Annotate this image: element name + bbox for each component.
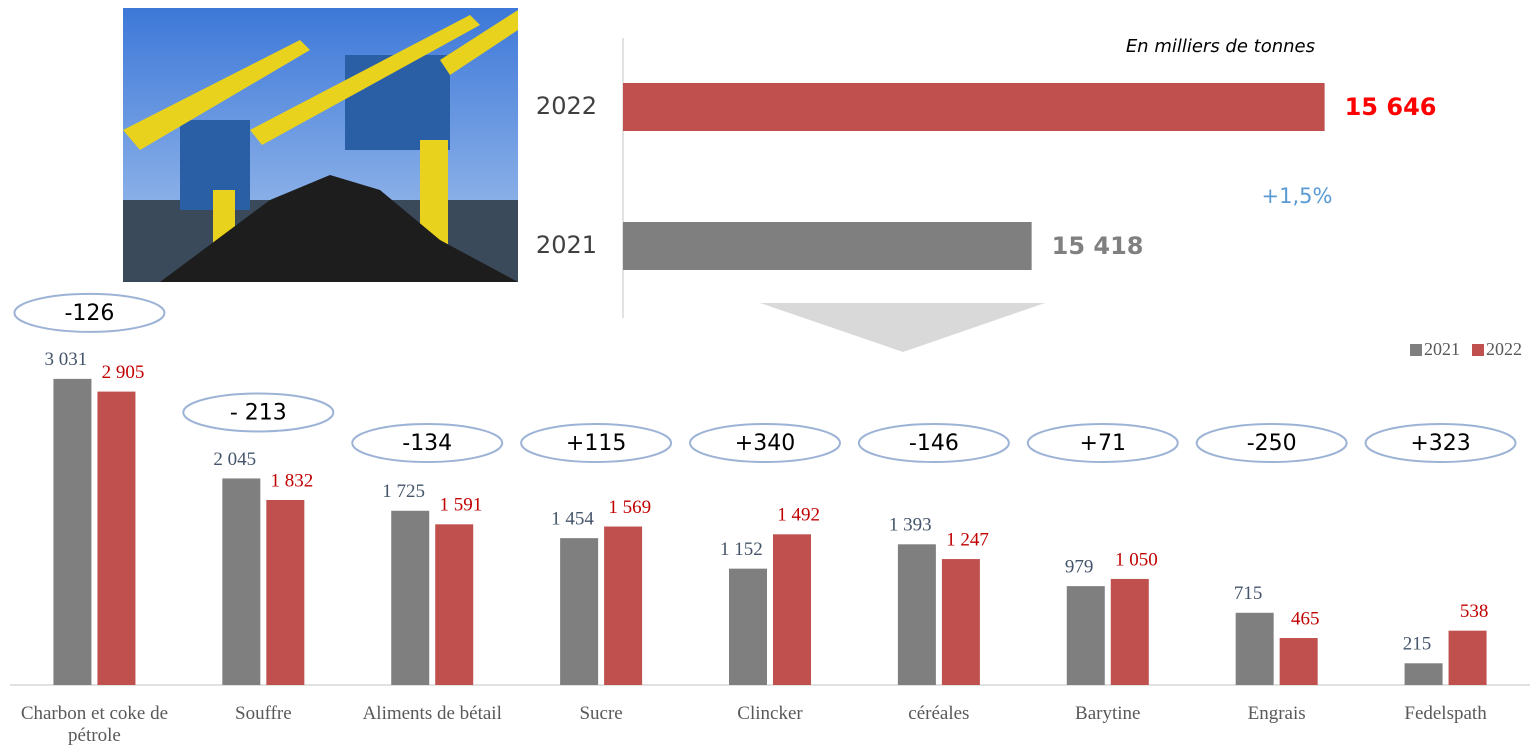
difference-oval — [351, 423, 504, 463]
difference-label: +340 — [735, 431, 795, 456]
bar — [729, 568, 767, 685]
arrow — [760, 303, 1045, 352]
difference-oval — [182, 392, 335, 433]
bar — [1279, 638, 1318, 685]
bar — [623, 222, 1032, 270]
bar — [435, 524, 474, 685]
change-label: +1,5% — [1262, 184, 1333, 208]
value-label: 1 152 — [720, 539, 763, 560]
difference-oval — [1026, 423, 1179, 463]
value-label: 1 393 — [889, 515, 932, 536]
legend-swatch — [1472, 344, 1484, 356]
legend-label: 2022 — [1486, 339, 1522, 359]
bar — [773, 534, 811, 685]
value-label: 215 — [1403, 634, 1432, 655]
legend-label: 2021 — [1424, 339, 1460, 359]
difference-oval — [1364, 423, 1517, 463]
value-label: 715 — [1234, 583, 1263, 604]
difference-oval — [857, 423, 1010, 463]
difference-label: +71 — [1080, 431, 1126, 456]
photo — [123, 8, 518, 282]
x-tick-label: Fedelspath — [1404, 703, 1487, 724]
bar — [266, 499, 305, 685]
bar — [941, 559, 980, 685]
difference-label: +323 — [1410, 431, 1470, 456]
difference-label: -126 — [64, 301, 114, 326]
value-label: 1 492 — [777, 505, 820, 526]
x-tick-label: Charbon et coke de pétrole — [20, 703, 169, 746]
bar — [604, 526, 643, 685]
x-tick-label: Aliments de bétail — [362, 703, 502, 724]
x-tick-label: Souffre — [235, 703, 292, 724]
bar — [97, 391, 136, 685]
value-label: 979 — [1065, 556, 1094, 577]
x-tick-label: Engrais — [1247, 703, 1306, 724]
value-label: 1 569 — [608, 497, 651, 518]
bar — [391, 510, 430, 685]
value-label: 1 591 — [439, 495, 482, 516]
bar — [1066, 586, 1105, 685]
unit-note: En milliers de tonnes — [1126, 36, 1315, 57]
difference-label: -146 — [909, 431, 959, 456]
x-tick-label: Sucre — [579, 703, 623, 724]
difference-label: -134 — [402, 431, 452, 456]
bar — [1404, 663, 1443, 685]
value-label: 1 725 — [382, 481, 425, 502]
value-label: 1 247 — [946, 529, 989, 550]
value-label: 3 031 — [44, 349, 87, 370]
value-label: 1 832 — [271, 470, 314, 491]
bar — [222, 478, 261, 685]
value-label: 2 905 — [102, 362, 145, 383]
difference-oval — [689, 423, 841, 463]
x-tick-label: Clincker — [737, 703, 803, 724]
x-tick-label: Barytine — [1075, 703, 1141, 724]
value-label: 465 — [1291, 608, 1320, 629]
bar — [53, 378, 92, 685]
value-label: 538 — [1460, 601, 1489, 622]
difference-label: +115 — [566, 431, 626, 456]
bar — [897, 544, 936, 685]
bar — [623, 83, 1325, 131]
difference-oval — [520, 423, 673, 463]
legend-swatch — [1410, 344, 1422, 356]
bar — [1110, 578, 1149, 685]
difference-oval — [13, 292, 166, 333]
bar — [1448, 630, 1487, 685]
category-label: 2021 — [536, 231, 597, 259]
value-label: 15 646 — [1345, 93, 1437, 121]
difference-label: - 213 — [230, 400, 287, 425]
value-label: 2 045 — [213, 449, 256, 470]
difference-label: -250 — [1247, 431, 1297, 456]
difference-oval — [1195, 423, 1348, 463]
bar — [560, 538, 599, 685]
value-label: 1 050 — [1115, 549, 1158, 570]
category-label: 2022 — [536, 92, 597, 120]
value-label: 15 418 — [1052, 232, 1144, 260]
value-label: 1 454 — [551, 509, 594, 530]
bar — [1235, 612, 1274, 685]
x-tick-label: céréales — [908, 703, 970, 724]
